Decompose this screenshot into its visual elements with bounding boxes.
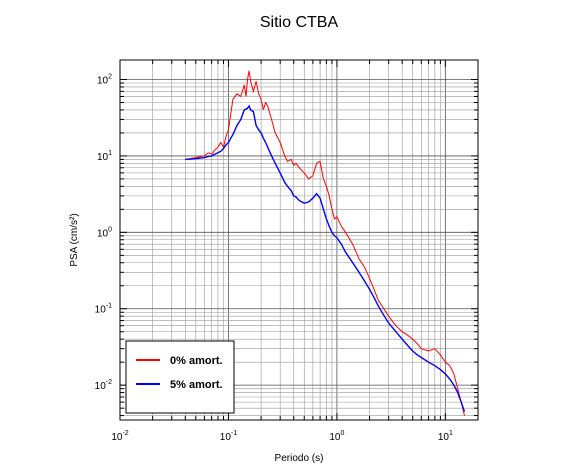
y-axis-label: PSA (cm/s²)	[69, 213, 80, 266]
y-tick-label: 10-2	[95, 379, 112, 392]
tick-labels: 10-2 10-1 100 101 10-2 10-1 100 101 102	[95, 74, 453, 443]
grid	[119, 60, 479, 420]
y-tick-label: 101	[97, 150, 112, 163]
x-tick-label: 10-1	[220, 430, 237, 443]
chart-title: Sitio CTBA	[260, 14, 339, 31]
y-tick-label: 100	[97, 226, 112, 239]
legend-label-0: 0% amort.	[170, 355, 223, 367]
legend-box	[125, 340, 235, 414]
ticks	[119, 60, 479, 420]
series-line-1	[185, 104, 466, 412]
x-tick-label: 101	[438, 430, 453, 443]
y-tick-label: 102	[97, 74, 112, 87]
legend: 0% amort. 5% amort.	[125, 340, 235, 414]
x-tick-label: 100	[329, 430, 344, 443]
x-tick-label: 10-2	[111, 430, 128, 443]
series-line-0	[185, 70, 465, 416]
series-lines	[185, 70, 466, 416]
x-axis-label: Periodo (s)	[275, 453, 324, 464]
legend-label-1: 5% amort.	[170, 379, 223, 391]
y-tick-label: 10-1	[95, 303, 112, 316]
